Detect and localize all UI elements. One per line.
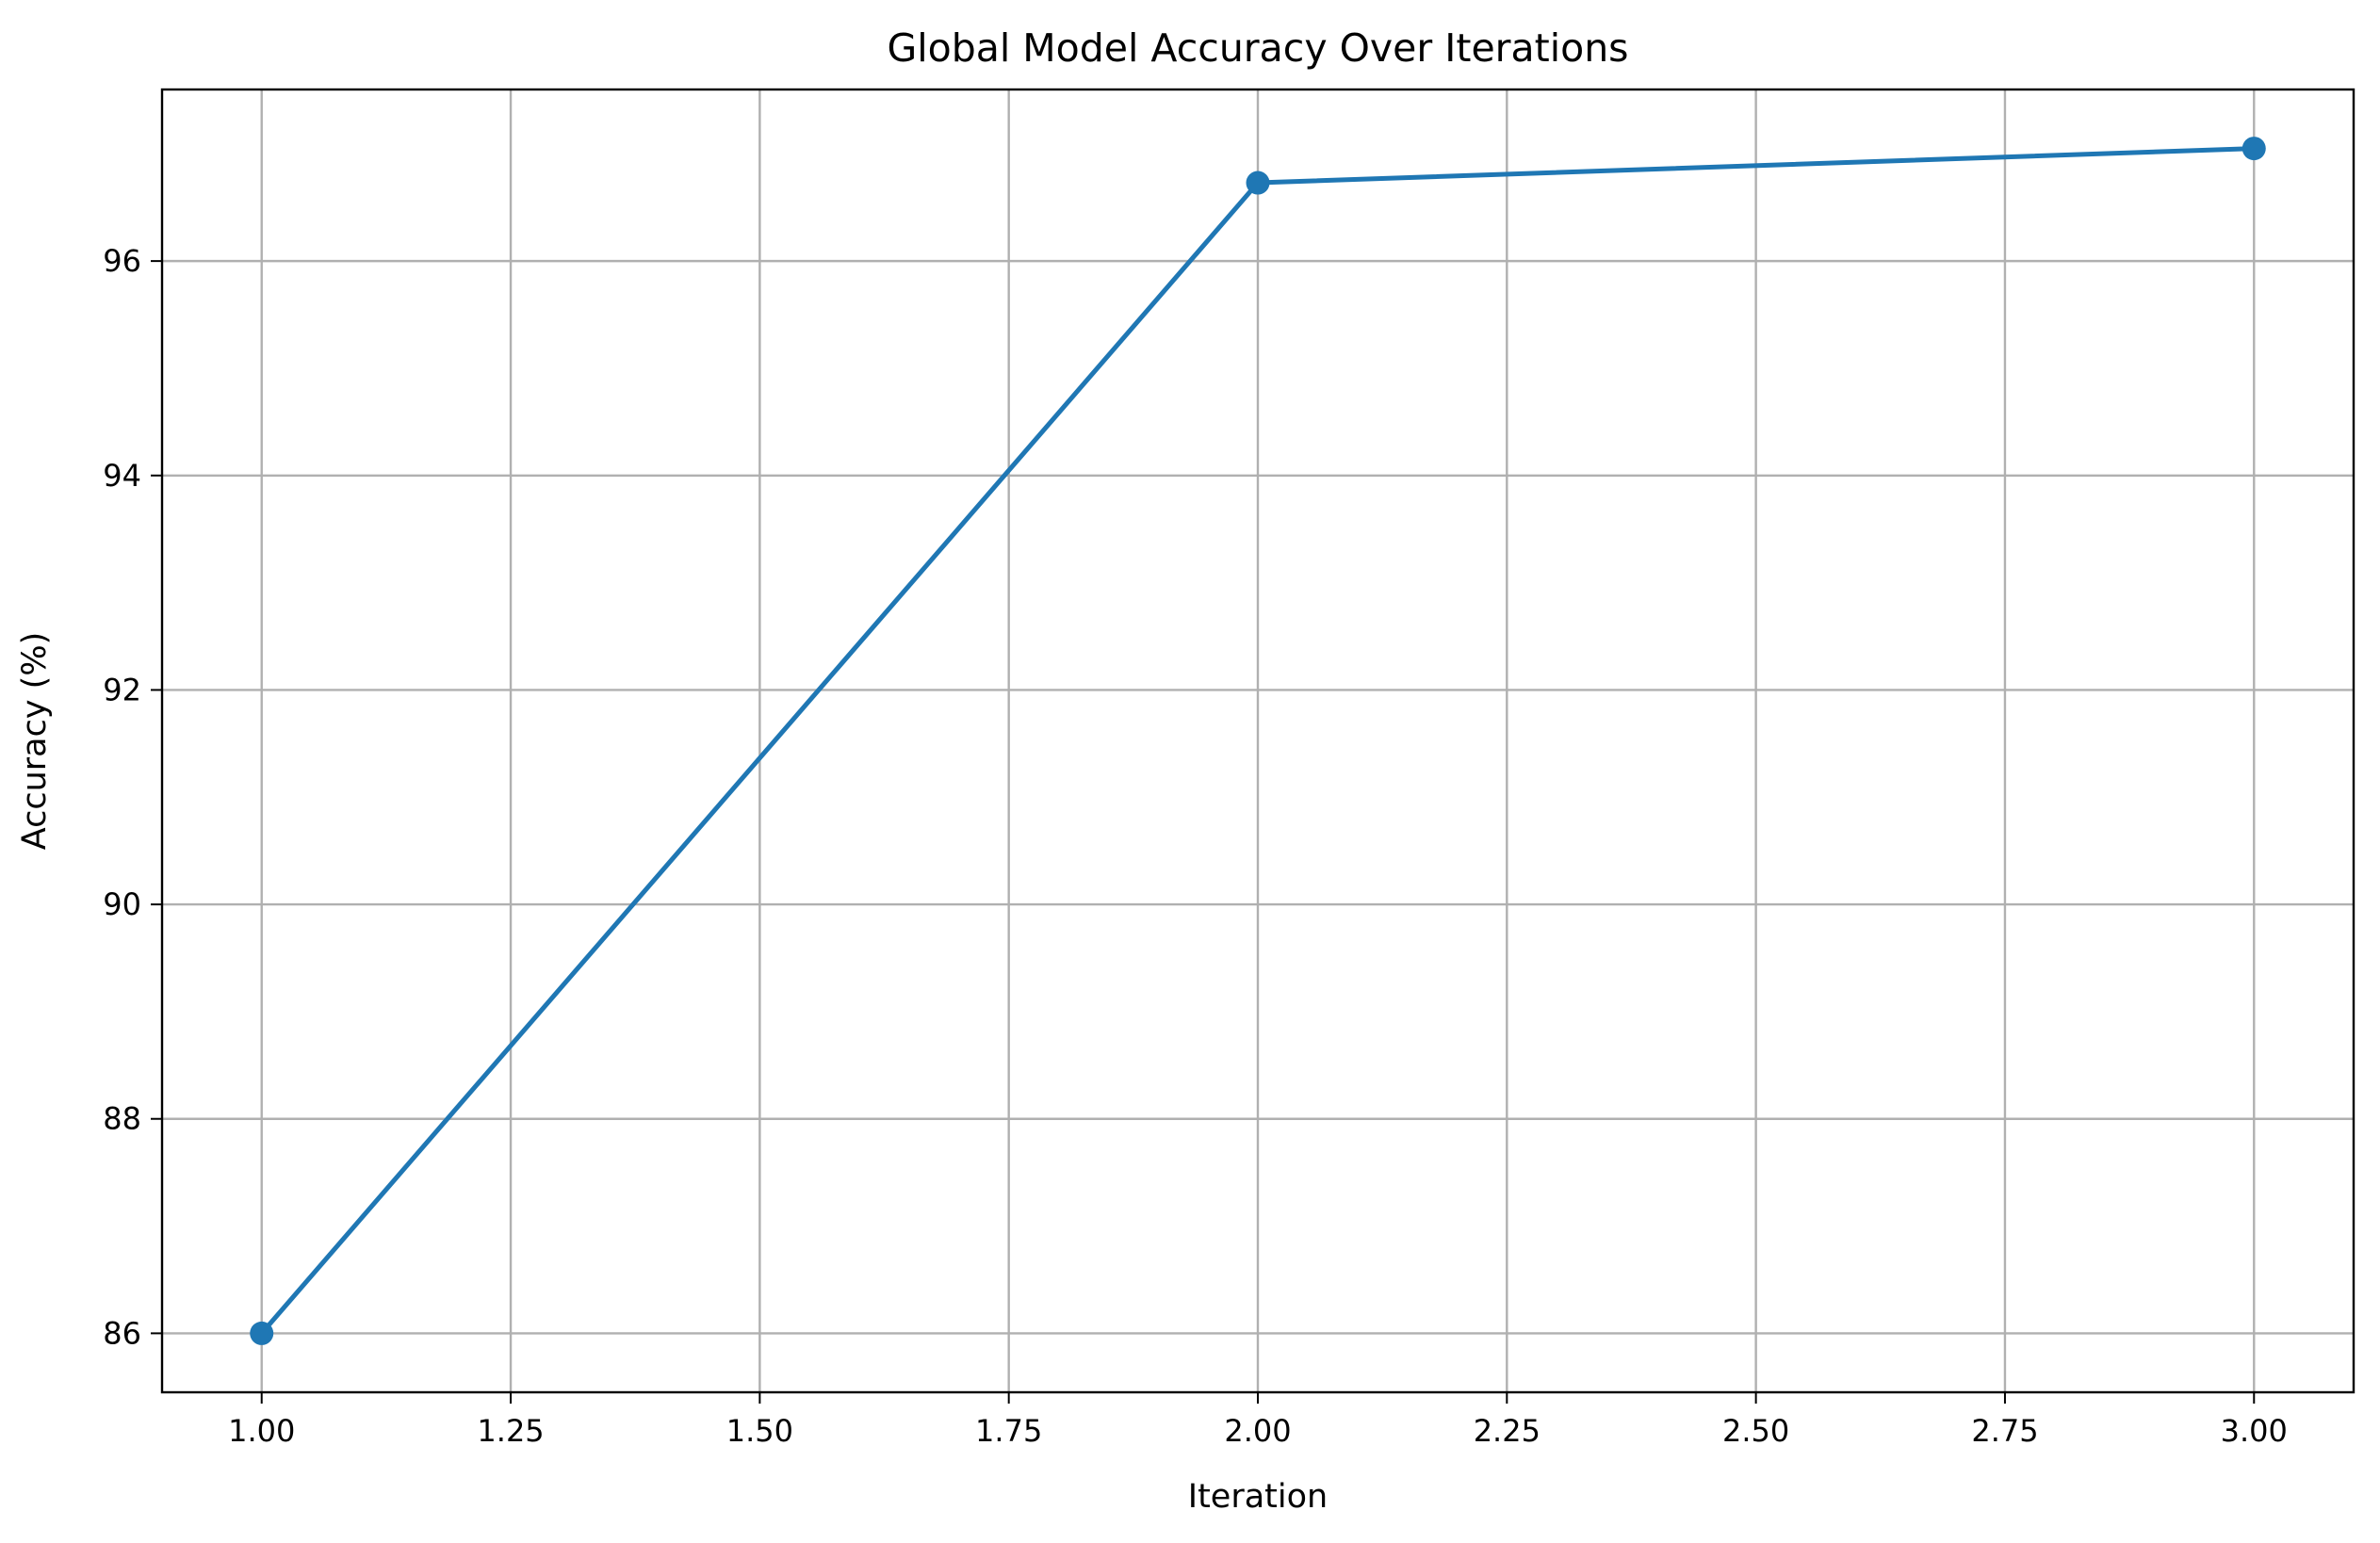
grid bbox=[162, 89, 2354, 1392]
series-layer bbox=[250, 137, 2266, 1345]
x-tick-label: 1.25 bbox=[477, 1413, 544, 1449]
y-tick-label: 94 bbox=[103, 458, 141, 494]
y-tick-label: 88 bbox=[103, 1101, 141, 1137]
y-tick-label: 90 bbox=[103, 886, 141, 922]
y-tick-label: 92 bbox=[103, 672, 141, 707]
ticks: 1.00 1.25 1.50 1.75 2.00 2.25 2.50 2.75 3.00 86 88… bbox=[103, 243, 2288, 1449]
x-tick-label: 2.25 bbox=[1474, 1413, 1540, 1449]
y-tick-label: 86 bbox=[103, 1315, 141, 1351]
x-tick-label: 1.00 bbox=[228, 1413, 295, 1449]
x-axis-title: Iteration bbox=[1188, 1478, 1328, 1516]
x-tick-label: 1.75 bbox=[975, 1413, 1042, 1449]
y-tick-label: 96 bbox=[103, 243, 141, 279]
x-tick-label: 3.00 bbox=[2221, 1413, 2288, 1449]
data-point bbox=[250, 1321, 274, 1345]
data-point bbox=[2241, 137, 2266, 161]
x-tick-label: 2.50 bbox=[1722, 1413, 1789, 1449]
x-tick-label: 2.00 bbox=[1224, 1413, 1291, 1449]
x-tick-label: 1.50 bbox=[726, 1413, 793, 1449]
data-point bbox=[1246, 171, 1270, 195]
y-axis-title: Accuracy (%) bbox=[16, 632, 54, 850]
x-tick-label: 2.75 bbox=[1971, 1413, 2038, 1449]
chart-title: Global Model Accuracy Over Iterations bbox=[887, 25, 1628, 71]
